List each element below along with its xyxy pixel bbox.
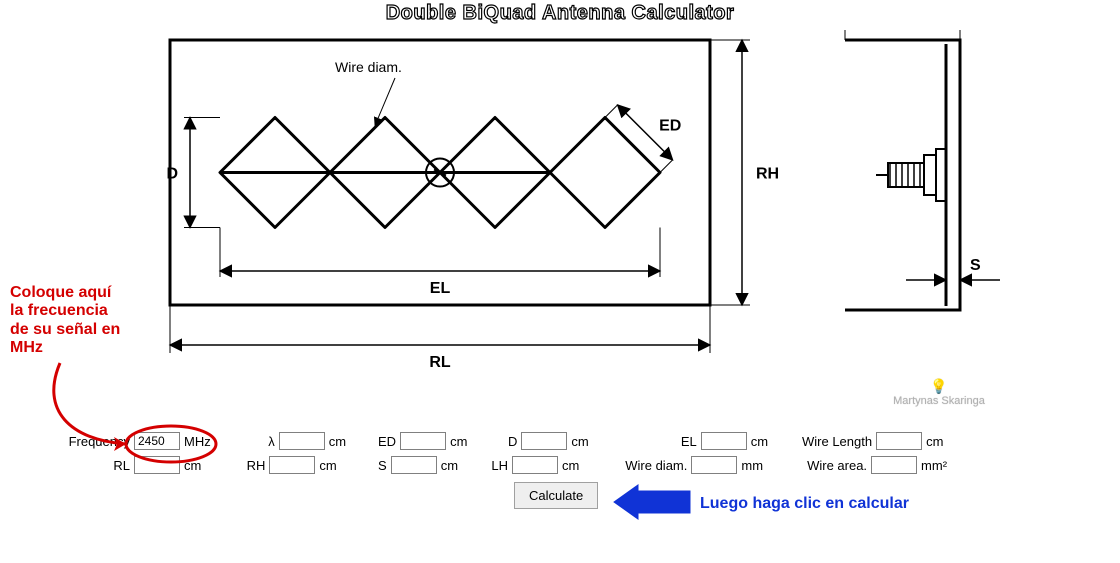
label-frequency: Frequency (62, 434, 130, 449)
unit-wire_area: mm² (921, 458, 947, 473)
field-wire_diam: Wire diam. mm (617, 456, 763, 474)
unit-S: cm (441, 458, 458, 473)
field-EL: EL cm (627, 432, 768, 450)
unit-frequency: MHz (184, 434, 211, 449)
label-wire_diam: Wire diam. (617, 458, 687, 473)
label-wire_len: Wire Length (782, 434, 872, 449)
credit-line: 💡 Martynas Skaringa (879, 378, 999, 407)
form-row-1: FrequencyMHzλcmEDcmDcmELcmWire Lengthcm (62, 432, 1082, 450)
input-lambda[interactable] (279, 432, 325, 450)
label-lambda: λ (235, 434, 275, 449)
input-D[interactable] (521, 432, 567, 450)
label-RH: RH (225, 458, 265, 473)
label-RL: RL (62, 458, 130, 473)
unit-D: cm (571, 434, 588, 449)
annotation-frequency-hint: Coloque aquíla frecuenciade su señal enM… (10, 284, 140, 358)
label-S: S (351, 458, 387, 473)
form-row-2: RLcmRHcmScmLHcmWire diam.mmWire area.mm² (62, 456, 1082, 474)
annotation-line: Coloque aquí (10, 284, 140, 302)
unit-wire_len: cm (926, 434, 943, 449)
credit-text: Martynas Skaringa (893, 395, 985, 407)
field-D: Dcm (481, 432, 588, 450)
field-RL: RL cm (62, 456, 201, 474)
calculator-form: FrequencyMHzλcmEDcmDcmELcmWire Lengthcm … (62, 432, 1082, 522)
calculate-button[interactable]: Calculate (514, 482, 598, 509)
page-title: Double BiQuad Antenna Calculator (0, 2, 1120, 25)
label-EL: EL (627, 434, 697, 449)
input-LH[interactable] (512, 456, 558, 474)
svg-text:Wire diam.: Wire diam. (335, 59, 402, 75)
annotation-line: la frecuencia (10, 302, 140, 320)
label-ED: ED (360, 434, 396, 449)
label-wire_area: Wire area. (777, 458, 867, 473)
label-D: D (481, 434, 517, 449)
lightbulb-icon: 💡 (879, 378, 999, 395)
input-ED[interactable] (400, 432, 446, 450)
input-wire_area[interactable] (871, 456, 917, 474)
unit-RH: cm (319, 458, 336, 473)
svg-text:D: D (166, 166, 178, 183)
unit-LH: cm (562, 458, 579, 473)
svg-text:RL: RL (429, 354, 451, 371)
input-RL[interactable] (134, 456, 180, 474)
annotation-calculate-hint: Luego haga clic en calcular (700, 495, 909, 513)
field-ED: ED cm (360, 432, 467, 450)
input-S[interactable] (391, 456, 437, 474)
field-S: Scm (351, 456, 458, 474)
svg-text:ED: ED (659, 117, 681, 134)
annotation-line: de su señal en (10, 321, 140, 339)
input-EL[interactable] (701, 432, 747, 450)
input-RH[interactable] (269, 456, 315, 474)
field-frequency: Frequency MHz (62, 432, 211, 450)
input-wire_len[interactable] (876, 432, 922, 450)
svg-text:RH: RH (756, 166, 779, 183)
field-wire_area: Wire area. mm² (777, 456, 947, 474)
annotation-line: MHz (10, 339, 140, 357)
svg-text:S: S (970, 257, 981, 274)
unit-wire_diam: mm (741, 458, 763, 473)
label-LH: LH (472, 458, 508, 473)
field-RH: RH cm (225, 456, 336, 474)
svg-text:EL: EL (430, 280, 451, 297)
field-wire_len: Wire Length cm (782, 432, 943, 450)
unit-ED: cm (450, 434, 467, 449)
input-frequency[interactable] (134, 432, 180, 450)
unit-EL: cm (751, 434, 768, 449)
field-lambda: λ cm (235, 432, 346, 450)
unit-lambda: cm (329, 434, 346, 449)
unit-RL: cm (184, 458, 201, 473)
field-LH: LH cm (472, 456, 579, 474)
antenna-diagram: DEDWire diam.ELRLRHLHS (80, 30, 1080, 410)
input-wire_diam[interactable] (691, 456, 737, 474)
